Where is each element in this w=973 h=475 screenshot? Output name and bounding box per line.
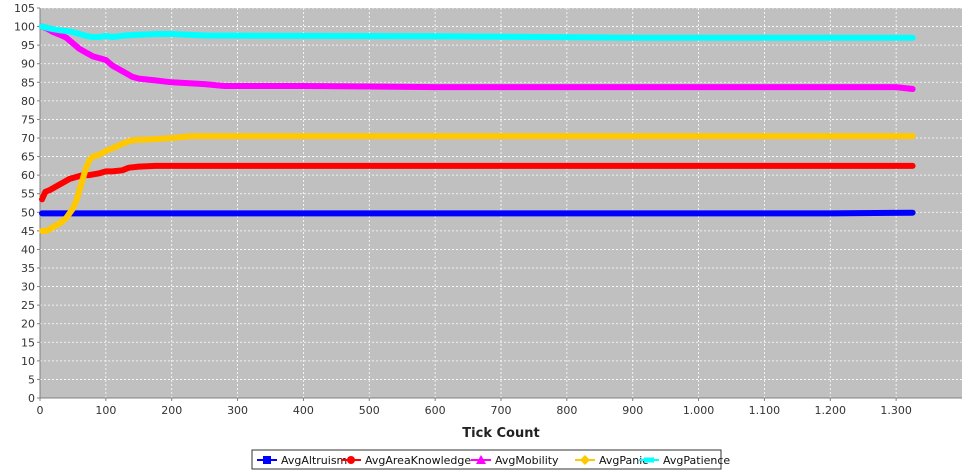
x-tick-label: 300 [227,404,248,417]
y-tick-label: 70 [21,132,35,145]
legend-marker-square [263,456,271,464]
legend-label-avgpanic: AvgPanic [599,454,648,467]
y-tick-label: 100 [14,21,35,34]
series-line-avgareaknowledge [39,162,916,203]
x-tick-label: 1.200 [815,404,847,417]
x-tick-label: 1.000 [683,404,715,417]
x-tick-label: 400 [293,404,314,417]
legend-marker-diamond [580,455,590,465]
legend-label-avgareaknowledge: AvgAreaKnowledge [365,454,471,467]
x-tick-label: 500 [359,404,380,417]
y-tick-label: 105 [14,2,35,15]
x-tick-label: 1.300 [880,404,912,417]
y-tick-label: 5 [28,373,35,386]
grid-lines [39,7,962,399]
y-tick-label: 35 [21,262,35,275]
x-tick-label: 700 [491,404,512,417]
y-tick-label: 80 [21,95,35,108]
plot-background [40,8,962,398]
y-tick-label: 55 [21,188,35,201]
series-line-avgaltruism [39,209,916,217]
y-tick-label: 30 [21,281,35,294]
y-tick-label: 65 [21,151,35,164]
legend-label-avgaltruism: AvgAltruism [281,454,347,467]
axes: 0 5 10 15 20 25 30 35 40 45 50 55 60 65 70 75 80 85 90 95 10… [14,2,962,417]
legend-marker-triangle [476,455,486,464]
legend: AvgAltruism AvgAreaKnowledge AvgMobility Av… [251,449,730,470]
y-tick-label: 10 [21,355,35,368]
y-tick-label: 60 [21,169,35,182]
x-tick-label: 200 [161,404,182,417]
series-line-avgpanic [39,133,916,234]
series-line-avgpatience [39,23,916,41]
x-tick-label: 800 [556,404,577,417]
y-tick-label: 75 [21,113,35,126]
y-tick-label: 25 [21,299,35,312]
y-tick-label: 50 [21,206,35,219]
series-lines [39,23,916,234]
x-tick-label: 0 [37,404,44,417]
y-tick-label: 45 [21,225,35,238]
y-tick-label: 0 [28,392,35,405]
series-line-avgmobility [39,23,916,92]
y-tick-label: 85 [21,76,35,89]
legend-marker-circle [347,456,355,464]
legend-label-avgpatience: AvgPatience [663,454,730,467]
y-tick-label: 40 [21,243,35,256]
legend-label-avgmobility: AvgMobility [495,454,559,467]
x-tick-label: 1.100 [749,404,781,417]
y-tick-label: 95 [21,39,35,52]
legend-marker-rect [644,457,654,463]
y-tick-label: 20 [21,318,35,331]
y-tick-label: 15 [21,336,35,349]
x-axis-label: Tick Count [462,426,539,441]
y-tick-label: 90 [21,58,35,71]
x-tick-label: 900 [622,404,643,417]
x-tick-label: 100 [95,404,116,417]
x-tick-label: 600 [425,404,446,417]
